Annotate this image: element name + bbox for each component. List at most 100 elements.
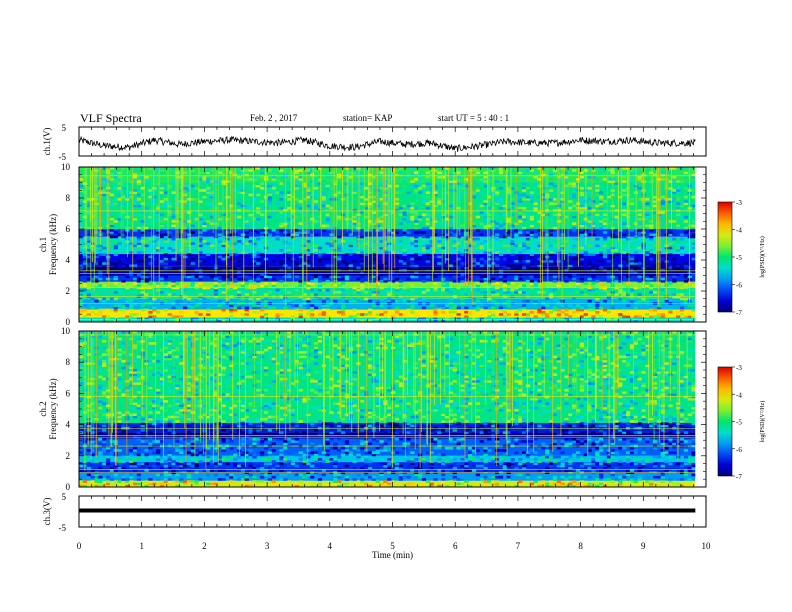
ch1-spectrogram-cell [591, 195, 596, 199]
ch1-spectrogram-cell [548, 310, 554, 314]
ch2-spectrogram-cell [599, 473, 604, 477]
ch1-spectrogram-cell [629, 175, 635, 179]
ch1-spectrogram-cell [364, 211, 369, 214]
ch1-spectrogram-cell [225, 173, 230, 177]
ch1-spectrogram-cell [240, 313, 246, 316]
ch1-spectrogram-cell [179, 291, 184, 294]
ch1-spectrogram-cell [198, 282, 203, 285]
ch1-spectrogram-cell [290, 297, 296, 301]
ch1-spectrogram-cell [217, 304, 222, 307]
ch1-spectrogram-cell [410, 293, 415, 296]
ch1-spectrogram-cell [175, 248, 180, 252]
ch2-spectrogram-cell [360, 466, 365, 470]
ch1-spectrogram-cell [518, 215, 523, 219]
ch1-spectrogram-cell [263, 222, 269, 225]
ch1-spectrogram-cell [471, 191, 477, 194]
ch1-spectrogram-cell [479, 224, 484, 228]
ch2-spectrogram-cell [206, 473, 211, 477]
ch1-spectrogram-cell [533, 315, 538, 318]
ch1-spectrogram-cell [568, 262, 573, 265]
ch1-spectrogram-cell [90, 310, 95, 314]
ch1-spectrogram-cell [225, 286, 230, 290]
ch1-spectrogram-cell [560, 293, 565, 296]
ch1-spectrogram-cell [421, 297, 427, 301]
ch1-spectrogram-cell [198, 297, 203, 301]
ch1-spectrogram-cell [194, 248, 199, 252]
ch1-spectrogram-cell [687, 315, 692, 318]
ch1-spectrogram-cell [602, 213, 608, 217]
ch1-spectrogram-cell [495, 288, 500, 292]
ch1-spectrogram-cell [267, 273, 273, 276]
ch1-spectrogram-cell [660, 202, 665, 206]
ch1-spectrogram-cell [263, 299, 269, 303]
ch1-spectrogram-cell [159, 268, 165, 272]
ch1-spectrogram-cell [614, 220, 619, 223]
ch1-spectrogram-cell [82, 284, 88, 287]
ch1-spectrogram-cell [560, 200, 565, 203]
ch1-spectrogram-cell [548, 293, 554, 296]
ch1-spectrogram-cell [279, 295, 284, 299]
ch1-spectrogram-cell [302, 184, 307, 188]
ch1-spectrogram-cell [325, 304, 330, 307]
ch1-spectrogram-cell [375, 313, 380, 316]
ch2-spectrogram-cell [240, 469, 246, 472]
ch1-spectrogram-cell [433, 319, 438, 323]
ch1-spectrogram-cell [606, 277, 611, 281]
ch1-spectrogram-cell [356, 277, 361, 281]
ch1-spectrogram-cell [352, 171, 357, 175]
ch1-spectrogram-cell [321, 253, 326, 256]
ch1-spectrogram-cell [679, 297, 685, 301]
ch1-spectrogram-cell [649, 235, 654, 239]
ch1-spectrogram-cell [190, 231, 195, 234]
ch1-spectrogram-cell [626, 186, 631, 190]
ch1-spectrogram-cell [356, 167, 361, 170]
ch1-spectrogram-cell [633, 260, 638, 263]
ch1-spectrogram-cell [502, 257, 507, 261]
ch1-spectrogram-cell [98, 308, 103, 312]
ch1-spectrogram-cell [672, 167, 677, 170]
ch1-spectrogram-cell [306, 189, 311, 192]
ch1-spectrogram-cell [391, 317, 396, 321]
ch1-spectrogram-cell [159, 273, 165, 276]
ch1-spectrogram-cell [514, 233, 519, 237]
ch1-spectrogram-cell [271, 178, 276, 181]
ch1-spectrogram-cell [595, 167, 600, 170]
ch1-spectrogram-cell [398, 240, 403, 243]
ch1-spectrogram-cell [679, 308, 685, 312]
ch1-spectrogram-cell [217, 273, 222, 276]
ch2-spectrogram-cell [398, 473, 403, 477]
ch1-spectrogram-cell [583, 288, 588, 292]
ch1-spectrogram-cell [379, 257, 384, 261]
ch2-spectrogram-cell [198, 478, 203, 481]
ch1-spectrogram-cell [660, 317, 665, 321]
ch1-spectrogram-cell [471, 293, 477, 296]
ch1-spectrogram-cell [394, 191, 400, 194]
ch1-spectrogram-cell [610, 306, 615, 310]
ch1-spectrogram-cell [575, 182, 581, 186]
ch1-spectrogram-cell [252, 209, 257, 212]
ch1-spectrogram-cell [379, 182, 384, 186]
ch1-spectrogram-cell [260, 317, 265, 321]
ch1-spectrogram-cell [533, 297, 538, 301]
ch1-spectrogram-cell [190, 169, 195, 172]
ch1-spectrogram-cell [136, 295, 142, 299]
ch1-spectrogram-cell [148, 213, 153, 217]
ch1-spectrogram-cell [356, 217, 361, 221]
ch1-spectrogram-cell [560, 244, 565, 248]
ch1-spectrogram-cell [649, 257, 654, 261]
ch1-spectrogram-cell [529, 266, 534, 270]
ch1-spectrogram-cell [248, 317, 253, 321]
ch2-spectrogram-cell [275, 473, 280, 477]
ch1-spectrogram-cell [506, 313, 511, 316]
ch1-spectrogram-cell [548, 229, 554, 232]
ch1-spectrogram-cell [86, 286, 91, 290]
ch1-spectrogram-cell [244, 286, 249, 290]
ch1-spectrogram-cell [618, 313, 623, 316]
ch1-spectrogram-cell [556, 291, 561, 294]
ch1-spectrogram-cell [518, 198, 523, 201]
ch1-spectrogram-cell [263, 233, 269, 237]
ch2-spectrogram-cell [371, 475, 377, 479]
ch1-spectrogram-cell [545, 233, 550, 237]
ch1-spectrogram-cell [599, 171, 604, 175]
ch1-spectrogram-cell [548, 186, 554, 190]
